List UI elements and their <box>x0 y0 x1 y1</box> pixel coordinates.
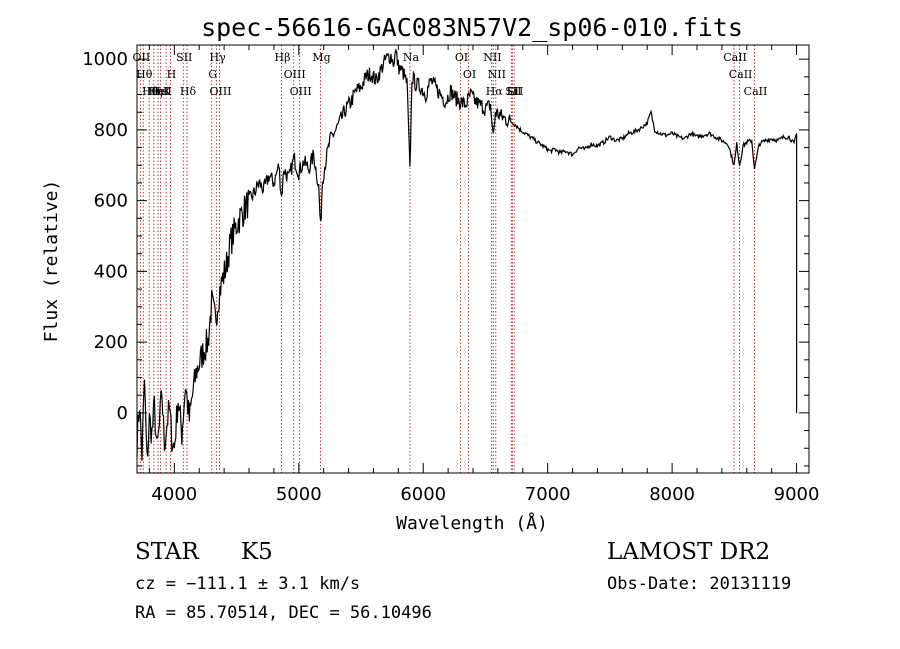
plot-frame <box>136 44 810 474</box>
y-tick-label: 600 <box>94 191 128 212</box>
spectral-line-label: Hα <box>486 85 504 98</box>
observation-date: Obs-Date: 20131119 <box>607 574 792 594</box>
spectral-line-label: SII <box>505 85 521 98</box>
y-tick-label: 800 <box>94 120 128 141</box>
spectral-line-label: CaII <box>723 51 747 64</box>
spectrum-line <box>136 48 798 461</box>
spectral-line-label: CaII <box>729 68 753 81</box>
spectral-line-label: NII <box>483 51 501 64</box>
spectral-line-label: Hγ <box>210 51 227 64</box>
spectral-line-label: HeI <box>149 85 169 98</box>
x-tick-label: 9000 <box>774 484 820 505</box>
x-axis-label: Wavelength (Å) <box>396 512 548 534</box>
spectral-line-label: Hθ <box>142 85 159 98</box>
survey-name: LAMOST DR2 <box>607 539 771 565</box>
spectral-line-label: SII <box>176 51 192 64</box>
spectral-line-label: Li <box>507 85 518 98</box>
y-tick-label: 400 <box>94 261 128 282</box>
spectral-line-label: OI <box>463 68 476 81</box>
spectral-line-label: OII <box>133 51 151 64</box>
spectral-line-label: OI <box>455 51 468 64</box>
spectral-line-label: CaII <box>744 85 768 98</box>
spectral-line-label: Hδ <box>180 85 197 98</box>
spectral-line-label: OIII <box>209 85 231 98</box>
spectral-line-label: Na <box>403 51 420 64</box>
spectral-line-label: H <box>167 68 177 81</box>
coordinates: RA = 85.70514, DEC = 56.10496 <box>135 603 432 623</box>
spectral-line-label: Hη <box>147 85 163 98</box>
spectral-line-label: Hθ <box>136 68 153 81</box>
spectral-line-label: Hβ <box>275 51 291 64</box>
spectral-line-label: K <box>163 85 172 98</box>
redshift-velocity: cz = −111.1 ± 3.1 km/s <box>135 574 361 594</box>
y-tick-label: 200 <box>94 332 128 353</box>
spectral-line-label: SII <box>507 85 523 98</box>
chart-title: spec-56616-GAC083N57V2_sp06-010.fits <box>201 13 743 42</box>
x-axis-ticks: 4000 5000 6000 7000 8000 9000 <box>148 45 820 505</box>
y-tick-label: 1000 <box>82 49 128 70</box>
spectral-line-label: NII <box>488 68 506 81</box>
y-axis-ticks: 0 200 400 600 800 1000 <box>82 49 809 467</box>
x-tick-label: 7000 <box>525 484 571 505</box>
y-axis-label: Flux (relative) <box>41 180 62 343</box>
object-subclass: K5 <box>241 539 273 565</box>
spectral-line-label: Mg <box>312 51 330 64</box>
x-tick-label: 5000 <box>276 484 322 505</box>
spectral-line-label: G <box>208 68 217 81</box>
x-tick-label: 6000 <box>400 484 446 505</box>
object-class: STAR <box>135 539 199 565</box>
spectral-line-labels: OIIHθHθHηHeIHeIKHSIIHδGHγOIIIHβOIIIOIIIM… <box>133 51 768 98</box>
spectral-line-label: OIII <box>284 68 306 81</box>
x-tick-label: 4000 <box>151 484 197 505</box>
spectral-line-label: OIII <box>290 85 312 98</box>
y-tick-label: 0 <box>117 403 128 424</box>
spectral-line-markers <box>139 45 755 473</box>
x-tick-label: 8000 <box>649 484 695 505</box>
spectral-line-label: HeI <box>151 85 171 98</box>
